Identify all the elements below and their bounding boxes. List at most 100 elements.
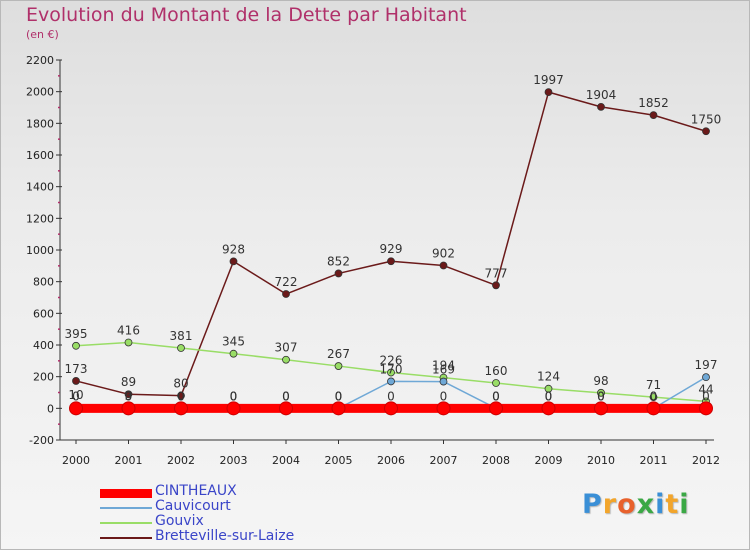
y-tick-label: 2200 xyxy=(26,54,54,67)
data-label: 0 xyxy=(545,389,553,403)
data-label: 0 xyxy=(650,389,658,403)
data-label: 173 xyxy=(65,362,88,376)
legend-swatch xyxy=(100,507,152,509)
data-label: 226 xyxy=(380,354,403,368)
data-label: 3 xyxy=(125,389,133,403)
legend-swatch xyxy=(100,488,152,498)
x-tick-label: 2001 xyxy=(115,454,143,467)
x-tick-label: 2004 xyxy=(272,454,300,467)
data-label: 0 xyxy=(177,389,185,403)
data-point xyxy=(69,401,83,416)
data-point xyxy=(384,401,398,416)
data-label: 0 xyxy=(230,389,238,403)
data-point xyxy=(489,401,503,416)
x-tick-label: 2007 xyxy=(430,454,458,467)
data-label: 0 xyxy=(597,389,605,403)
data-point xyxy=(72,377,80,385)
data-point xyxy=(177,391,185,400)
data-label: 902 xyxy=(432,247,455,261)
data-point xyxy=(649,111,658,119)
data-point xyxy=(334,269,343,278)
data-label: 0 xyxy=(177,389,185,403)
y-tick-label: 1400 xyxy=(26,181,54,194)
data-label: 0 xyxy=(335,389,343,403)
data-label: 0 xyxy=(230,389,238,403)
data-label: 722 xyxy=(275,275,298,289)
x-tick-label: 2010 xyxy=(587,454,615,467)
data-point xyxy=(492,379,500,387)
y-tick-label: 600 xyxy=(33,307,54,320)
data-point xyxy=(387,377,395,386)
data-label: 0 xyxy=(387,389,395,403)
data-label: 10 xyxy=(68,388,83,402)
data-label: 928 xyxy=(222,242,245,256)
data-label: 124 xyxy=(537,370,560,384)
x-tick-label: 2002 xyxy=(167,454,195,467)
data-label: 0 xyxy=(282,389,290,403)
data-label: 0 xyxy=(650,389,658,403)
y-tick-label: 2000 xyxy=(26,86,54,99)
data-label: 0 xyxy=(492,389,500,403)
data-label: 0 xyxy=(72,389,80,403)
data-label: 80 xyxy=(173,377,188,391)
data-label: 852 xyxy=(327,254,350,268)
data-label: 0 xyxy=(125,389,133,403)
y-tick-label: 0 xyxy=(47,402,54,415)
y-tick-label: 200 xyxy=(33,371,54,384)
data-point xyxy=(541,401,556,416)
data-label: 0 xyxy=(702,389,710,403)
x-tick-label: 2009 xyxy=(535,454,563,467)
data-point xyxy=(646,401,661,416)
data-label: 1997 xyxy=(533,73,564,87)
x-tick-label: 2003 xyxy=(220,454,248,467)
data-point xyxy=(702,127,710,136)
proxiti-logo: Proxiti xyxy=(582,489,690,520)
data-label: 0 xyxy=(440,389,448,403)
data-label: 1904 xyxy=(586,88,617,102)
data-point xyxy=(544,384,553,393)
data-label: 345 xyxy=(222,335,245,349)
data-label: 160 xyxy=(485,364,508,378)
data-label: 381 xyxy=(170,329,193,343)
data-label: 0 xyxy=(282,389,290,403)
x-tick-label: 2000 xyxy=(62,454,90,467)
data-label: 71 xyxy=(646,378,661,392)
chart-subtitle: (en €) xyxy=(26,28,59,41)
data-point xyxy=(597,388,605,397)
data-label: 929 xyxy=(380,242,403,256)
data-label: 44 xyxy=(698,382,713,396)
data-label: 197 xyxy=(695,358,718,372)
data-label: 0 xyxy=(335,389,343,403)
data-point xyxy=(124,390,133,399)
y-tick-label: 1600 xyxy=(26,149,54,162)
y-tick-label: 1800 xyxy=(26,117,54,130)
x-tick-label: 2005 xyxy=(325,454,353,467)
y-tick-label: 800 xyxy=(33,276,54,289)
data-point xyxy=(387,368,395,377)
data-label: 1852 xyxy=(638,96,669,110)
data-point xyxy=(282,290,290,298)
data-label: 0 xyxy=(597,389,605,403)
legend-label: Gouvix xyxy=(155,513,204,529)
data-point xyxy=(229,257,238,266)
data-point xyxy=(334,362,343,370)
data-point xyxy=(597,102,605,111)
data-point xyxy=(699,401,713,416)
legend-label: CINTHEAUX xyxy=(155,483,237,499)
x-tick-label: 2006 xyxy=(377,454,405,467)
data-point xyxy=(492,281,500,290)
x-tick-label: 2011 xyxy=(640,454,668,467)
data-point xyxy=(72,341,80,350)
data-point xyxy=(387,257,395,266)
data-point xyxy=(439,261,448,270)
data-point xyxy=(229,349,238,358)
data-point xyxy=(121,401,136,416)
data-point xyxy=(124,338,133,347)
data-point xyxy=(331,401,346,416)
y-tick-label: 1200 xyxy=(26,212,54,225)
data-point xyxy=(702,373,710,382)
data-label: 1750 xyxy=(691,112,722,126)
y-tick-label: 400 xyxy=(33,339,54,352)
